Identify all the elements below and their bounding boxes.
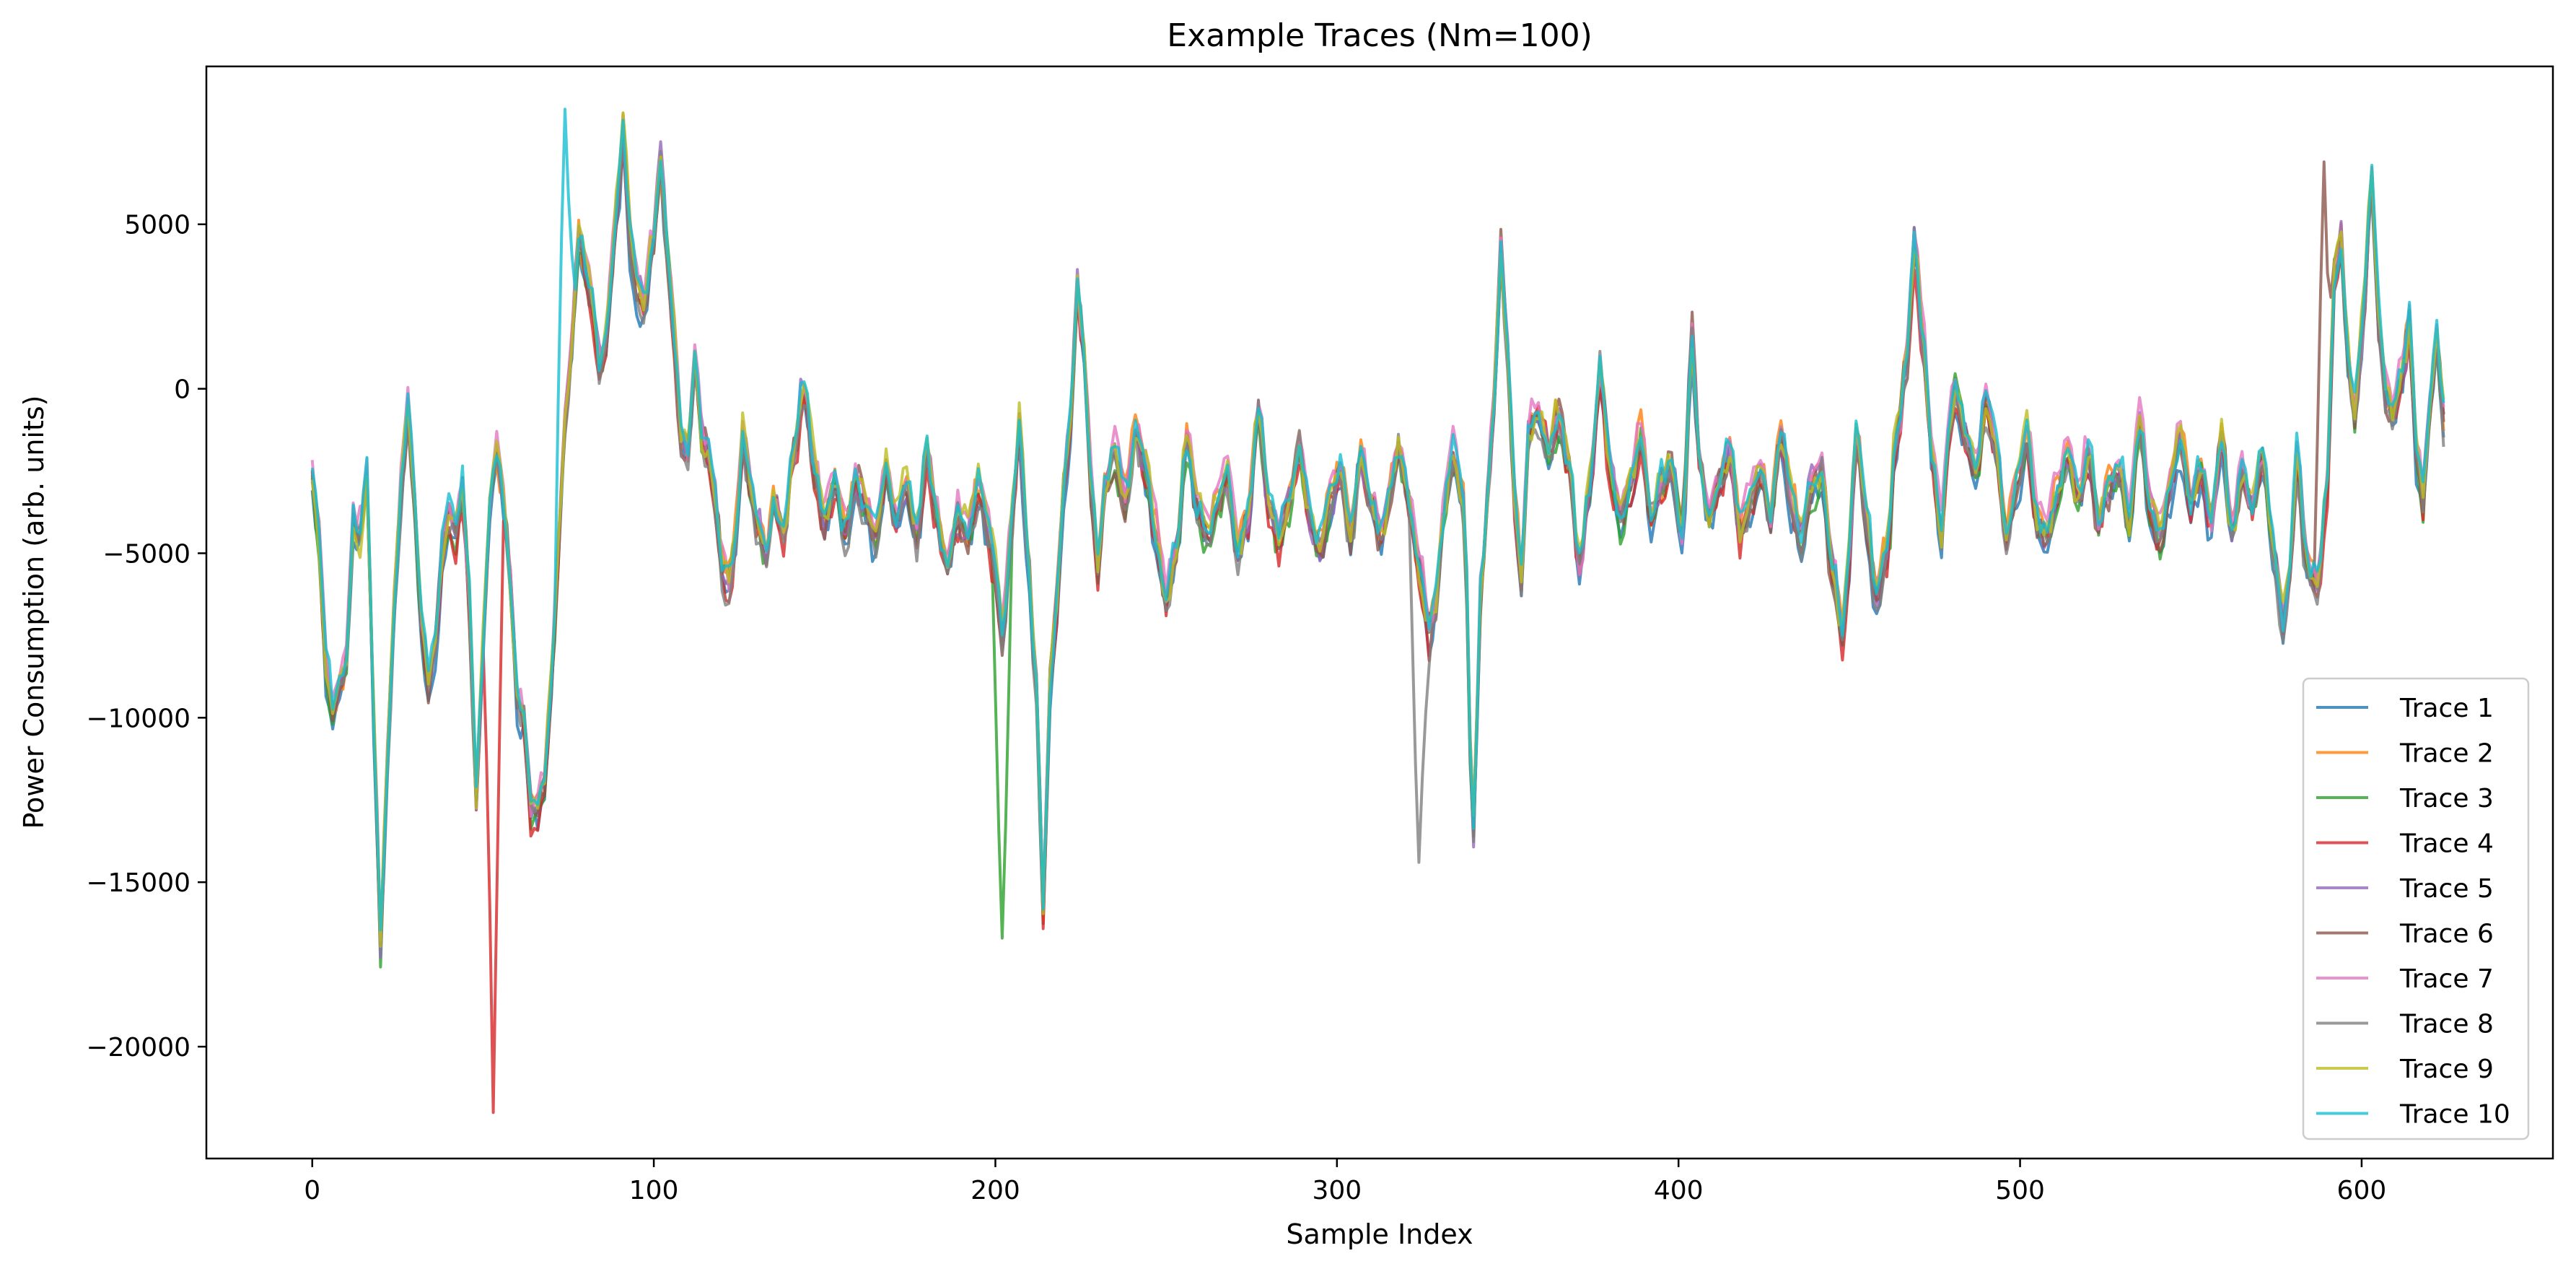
series-line-trace-10	[310, 108, 2445, 932]
legend-label-trace-3: Trace 3	[2399, 784, 2494, 813]
legend-label-trace-5: Trace 5	[2399, 874, 2494, 904]
legend-label-trace-4: Trace 4	[2399, 829, 2494, 859]
chart-title: Example Traces (Nm=100)	[1167, 17, 1592, 54]
legend: Trace 1 Trace 2 Trace 3 Trace 4 Trace 5 Trace…	[2302, 677, 2530, 1140]
y-axis-label: Power Consumption (arb. units)	[18, 396, 50, 829]
legend-label-trace-7: Trace 7	[2399, 964, 2494, 994]
x-tick-label: 200	[971, 1176, 1020, 1205]
legend-label-trace-10: Trace 10	[2399, 1100, 2510, 1130]
y-axis: −20000 −15000 −10000 −5000 0 5000	[86, 211, 206, 1063]
x-tick-label: 400	[1654, 1176, 1704, 1205]
legend-label-trace-1: Trace 1	[2399, 694, 2494, 723]
x-tick-label: 100	[629, 1176, 679, 1205]
legend-label-trace-6: Trace 6	[2399, 920, 2494, 949]
x-axis: 0 100 200 300 400 500 600	[304, 1159, 2386, 1205]
series-layer	[310, 108, 2445, 1114]
y-tick-label: −20000	[86, 1033, 190, 1063]
x-tick-label: 0	[304, 1176, 320, 1205]
x-tick-label: 300	[1312, 1176, 1362, 1205]
x-tick-label: 500	[1995, 1176, 2045, 1205]
y-tick-label: −10000	[86, 704, 190, 733]
plot-frame	[205, 65, 2554, 1160]
y-tick-label: −5000	[102, 539, 190, 569]
x-axis-label: Sample Index	[1286, 1218, 1473, 1250]
legend-label-trace-2: Trace 2	[2399, 739, 2494, 769]
y-tick-label: 5000	[124, 211, 190, 240]
x-tick-label: 600	[2337, 1176, 2387, 1205]
y-tick-label: 0	[174, 375, 190, 405]
y-tick-label: −15000	[86, 868, 190, 898]
plot-area	[205, 65, 2554, 1160]
legend-label-trace-9: Trace 9	[2399, 1055, 2494, 1084]
legend-label-trace-8: Trace 8	[2399, 1010, 2494, 1039]
